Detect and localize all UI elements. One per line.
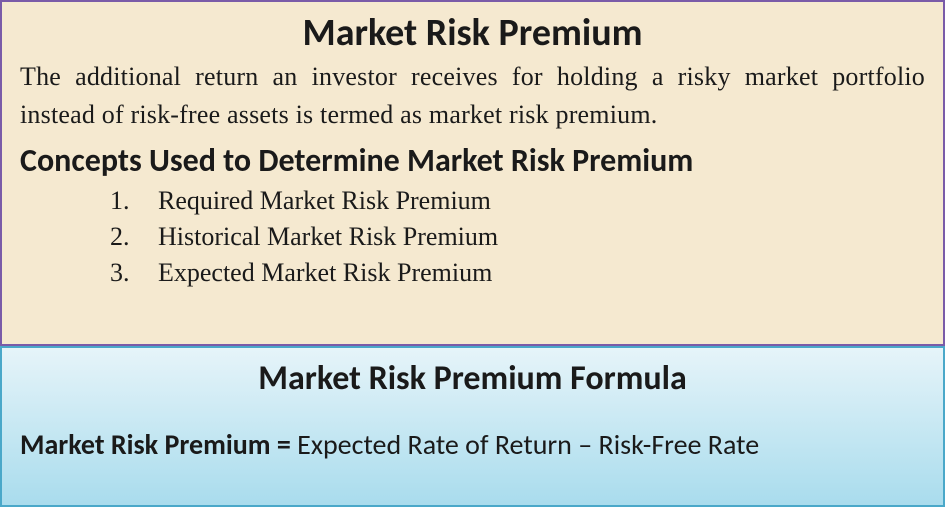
formula-label: Market Risk Premium = [20, 427, 297, 462]
definition-panel: Market Risk Premium The additional retur… [0, 0, 945, 346]
definition-text: The additional return an investor receiv… [20, 58, 925, 133]
concepts-heading: Concepts Used to Determine Market Risk P… [20, 141, 925, 180]
list-item: 1.Required Market Risk Premium [110, 186, 925, 216]
list-text: Expected Market Risk Premium [158, 258, 492, 287]
list-number: 2. [110, 222, 158, 252]
list-text: Required Market Risk Premium [158, 186, 491, 215]
formula-title: Market Risk Premium Formula [20, 358, 925, 399]
list-number: 1. [110, 186, 158, 216]
formula-panel: Market Risk Premium Formula Market Risk … [0, 346, 945, 507]
list-text: Historical Market Risk Premium [158, 222, 498, 251]
formula-line: Market Risk Premium = Expected Rate of R… [20, 427, 925, 462]
concepts-list: 1.Required Market Risk Premium 2.Histori… [20, 186, 925, 288]
list-item: 3.Expected Market Risk Premium [110, 258, 925, 288]
list-item: 2.Historical Market Risk Premium [110, 222, 925, 252]
formula-expression: Expected Rate of Return – Risk-Free Rate [297, 427, 759, 462]
main-title: Market Risk Premium [20, 10, 925, 56]
list-number: 3. [110, 258, 158, 288]
